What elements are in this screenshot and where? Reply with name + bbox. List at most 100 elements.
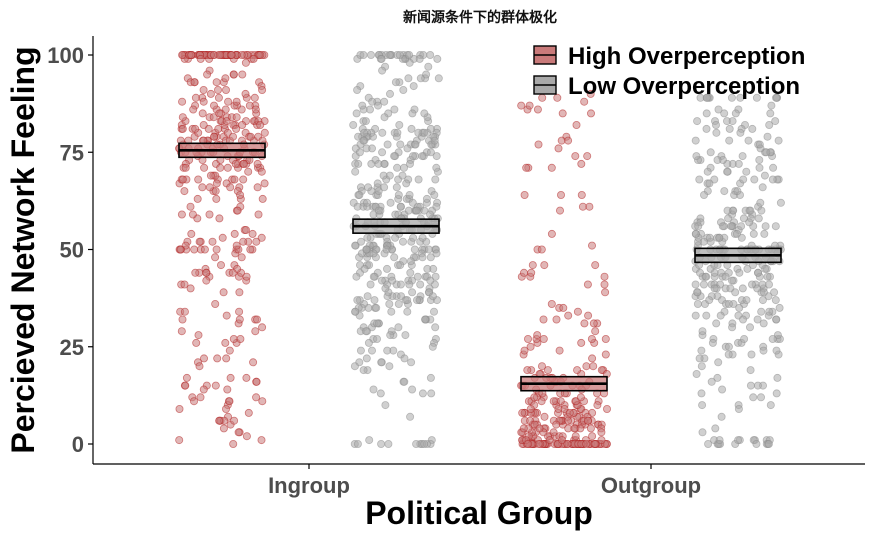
data-point bbox=[235, 288, 244, 297]
data-point bbox=[727, 222, 736, 231]
data-point bbox=[577, 159, 586, 168]
data-point bbox=[700, 190, 709, 199]
data-point bbox=[395, 121, 404, 130]
data-point bbox=[403, 144, 412, 153]
data-point bbox=[763, 132, 772, 141]
data-point bbox=[433, 54, 442, 63]
data-point bbox=[368, 97, 377, 106]
data-point bbox=[245, 101, 254, 110]
data-point bbox=[236, 190, 245, 199]
data-point bbox=[412, 206, 421, 215]
data-point bbox=[691, 136, 700, 145]
data-point bbox=[362, 354, 371, 363]
data-point bbox=[257, 233, 266, 242]
data-point bbox=[378, 66, 387, 75]
data-point bbox=[353, 202, 362, 211]
data-point bbox=[702, 272, 711, 281]
data-point bbox=[194, 175, 203, 184]
data-point bbox=[749, 393, 758, 402]
data-point bbox=[754, 214, 763, 223]
x-ticks: Ingroup Outgroup bbox=[268, 464, 701, 498]
data-point bbox=[180, 307, 189, 316]
data-point bbox=[222, 311, 231, 320]
data-point bbox=[577, 190, 586, 199]
data-point bbox=[572, 121, 581, 130]
data-point bbox=[215, 109, 224, 118]
data-point bbox=[398, 237, 407, 246]
data-point bbox=[743, 264, 752, 273]
data-point bbox=[558, 436, 567, 445]
data-point bbox=[693, 117, 702, 126]
data-point bbox=[728, 323, 737, 332]
data-point bbox=[528, 261, 537, 270]
data-point bbox=[713, 373, 722, 382]
data-point bbox=[191, 124, 200, 133]
data-point bbox=[379, 171, 388, 180]
data-point bbox=[691, 280, 700, 289]
data-point bbox=[757, 307, 766, 316]
data-point bbox=[359, 366, 368, 375]
data-point bbox=[736, 93, 745, 102]
data-point bbox=[716, 311, 725, 320]
data-point bbox=[734, 159, 743, 168]
data-point bbox=[776, 198, 785, 207]
data-point bbox=[412, 296, 421, 305]
data-point bbox=[176, 245, 185, 254]
data-point bbox=[564, 136, 573, 145]
data-point bbox=[249, 358, 258, 367]
data-point bbox=[258, 194, 267, 203]
data-point bbox=[405, 159, 414, 168]
data-point bbox=[416, 280, 425, 289]
data-point bbox=[601, 334, 610, 343]
data-point bbox=[407, 358, 416, 367]
data-point bbox=[234, 428, 243, 437]
data-point bbox=[406, 268, 415, 277]
data-point bbox=[250, 93, 259, 102]
data-point bbox=[576, 393, 585, 402]
data-point bbox=[547, 163, 556, 172]
data-point bbox=[518, 408, 527, 417]
data-point bbox=[211, 187, 220, 196]
data-point bbox=[252, 393, 261, 402]
data-point bbox=[538, 93, 547, 102]
data-point bbox=[226, 183, 235, 192]
data-point bbox=[178, 175, 187, 184]
data-point bbox=[552, 315, 561, 324]
data-point bbox=[762, 148, 771, 157]
data-point bbox=[195, 362, 204, 371]
data-point bbox=[424, 245, 433, 254]
data-point bbox=[418, 389, 427, 398]
data-point bbox=[396, 261, 405, 270]
data-point bbox=[586, 89, 595, 98]
data-point bbox=[369, 385, 378, 394]
data-point bbox=[246, 245, 255, 254]
data-point bbox=[725, 136, 734, 145]
data-point bbox=[522, 163, 531, 172]
data-point bbox=[705, 233, 714, 242]
data-point bbox=[246, 132, 255, 141]
data-point bbox=[714, 358, 723, 367]
data-point bbox=[519, 424, 528, 433]
data-point bbox=[428, 342, 437, 351]
data-point bbox=[244, 167, 253, 176]
y-tick-label: 100 bbox=[47, 43, 84, 68]
data-point bbox=[251, 105, 260, 114]
data-point bbox=[428, 292, 437, 301]
data-point bbox=[702, 124, 711, 133]
data-point bbox=[260, 179, 269, 188]
data-point bbox=[557, 190, 566, 199]
data-point bbox=[558, 109, 567, 118]
data-point bbox=[582, 362, 591, 371]
data-point bbox=[698, 327, 707, 336]
data-point bbox=[703, 167, 712, 176]
data-point bbox=[771, 296, 780, 305]
data-point bbox=[212, 78, 221, 87]
data-point bbox=[372, 334, 381, 343]
data-point bbox=[384, 439, 393, 448]
data-point bbox=[746, 366, 755, 375]
data-point bbox=[416, 74, 425, 83]
data-point bbox=[580, 319, 589, 328]
data-point bbox=[178, 315, 187, 324]
data-point bbox=[520, 190, 529, 199]
data-point bbox=[584, 416, 593, 425]
